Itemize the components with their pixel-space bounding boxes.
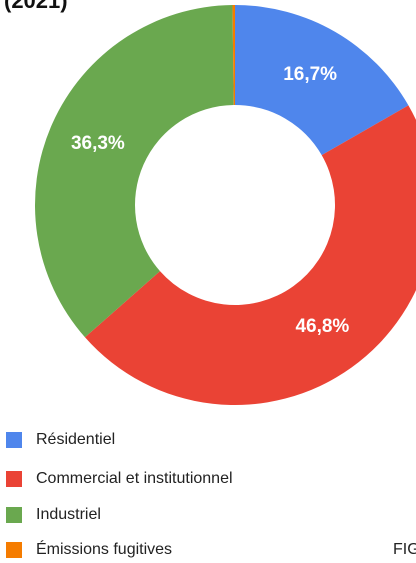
legend-swatch — [6, 432, 22, 448]
donut-slice — [235, 5, 409, 156]
annotation: FIG — [393, 541, 416, 558]
slice-label: 46,8% — [295, 316, 349, 337]
legend-label: Industriel — [36, 506, 101, 523]
slice-label: 16,7% — [283, 64, 337, 85]
donut-slice — [84, 105, 416, 405]
legend-label: Commercial et institutionnel — [36, 470, 233, 487]
legend-swatch — [6, 471, 22, 487]
donut-slice — [232, 5, 235, 106]
slice-label: 36,3% — [71, 133, 125, 154]
legend-label: Émissions fugitives — [36, 539, 172, 558]
chart-title: (2021) — [4, 0, 68, 13]
legend-label: Résidentiel — [36, 431, 115, 448]
legend-swatch — [6, 542, 22, 558]
legend-swatch — [6, 507, 22, 523]
donut-slice — [35, 5, 234, 338]
